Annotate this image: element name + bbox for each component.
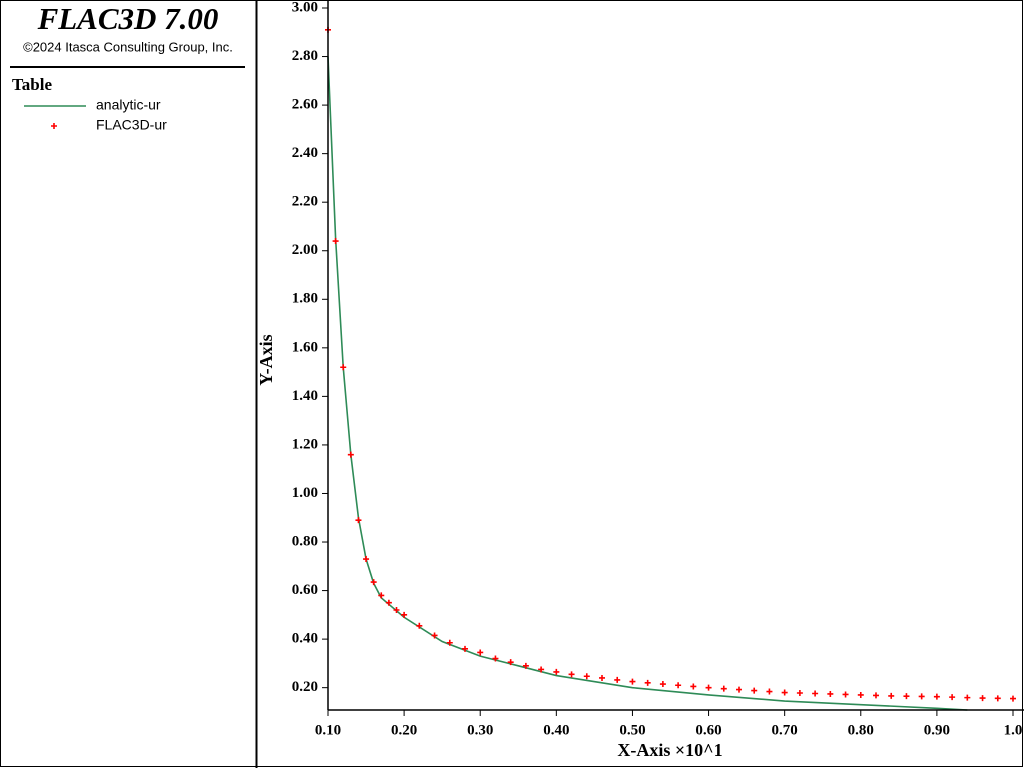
subtitle: ©2024 Itasca Consulting Group, Inc. bbox=[23, 39, 233, 54]
data-point bbox=[918, 693, 925, 700]
data-point bbox=[1010, 695, 1016, 702]
y-axis-title: Y-Axis bbox=[256, 334, 276, 385]
data-point bbox=[416, 622, 423, 629]
data-point bbox=[903, 693, 910, 700]
data-point bbox=[340, 364, 347, 371]
x-tick-label: 0.30 bbox=[467, 722, 493, 738]
data-point bbox=[347, 451, 354, 458]
y-tick-label: 2.80 bbox=[292, 48, 318, 64]
data-point bbox=[363, 556, 370, 563]
data-point bbox=[659, 681, 666, 688]
data-point bbox=[979, 695, 986, 702]
data-point bbox=[964, 694, 971, 701]
x-tick-label: 0.40 bbox=[543, 722, 569, 738]
data-point bbox=[888, 692, 895, 699]
x-tick-label: 0.60 bbox=[695, 722, 721, 738]
data-point bbox=[401, 611, 408, 618]
legend-label: FLAC3D-ur bbox=[96, 117, 167, 133]
data-point bbox=[385, 599, 392, 606]
data-point bbox=[644, 679, 651, 686]
x-axis-title: X-Axis ×10^1 bbox=[617, 740, 722, 760]
data-point bbox=[507, 659, 514, 666]
y-tick-label: 2.40 bbox=[292, 145, 318, 161]
data-point bbox=[492, 655, 499, 662]
data-point bbox=[781, 689, 788, 696]
y-tick-label: 2.00 bbox=[292, 242, 318, 258]
data-point bbox=[553, 668, 560, 675]
data-point bbox=[355, 517, 362, 524]
x-tick-label: 0.80 bbox=[848, 722, 874, 738]
y-tick-label: 3.00 bbox=[292, 0, 318, 15]
data-point bbox=[705, 684, 712, 691]
y-tick-label: 1.40 bbox=[292, 388, 318, 404]
data-point bbox=[431, 632, 438, 639]
x-tick-label: 0.20 bbox=[391, 722, 417, 738]
legend-title: Table bbox=[12, 75, 52, 94]
data-point bbox=[462, 645, 468, 652]
data-point bbox=[736, 686, 742, 693]
y-tick-label: 2.60 bbox=[292, 97, 318, 113]
data-point bbox=[614, 676, 621, 683]
data-point bbox=[393, 606, 400, 613]
data-point bbox=[812, 690, 819, 697]
data-point bbox=[842, 691, 849, 698]
data-point bbox=[583, 673, 590, 680]
data-point bbox=[796, 690, 803, 697]
x-tick-label: 0.10 bbox=[315, 722, 341, 738]
title: FLAC3D 7.00 bbox=[37, 1, 219, 36]
data-point bbox=[827, 690, 834, 697]
data-point bbox=[599, 674, 605, 681]
legend-label: analytic-ur bbox=[96, 97, 161, 113]
data-point bbox=[751, 687, 758, 694]
y-tick-label: 1.80 bbox=[292, 291, 318, 307]
data-point bbox=[933, 693, 940, 700]
data-point bbox=[720, 685, 727, 692]
data-point bbox=[370, 579, 377, 586]
data-point bbox=[378, 592, 385, 599]
x-tick-label: 0.50 bbox=[619, 722, 645, 738]
y-tick-label: 0.40 bbox=[292, 631, 318, 647]
x-tick-label: 0.70 bbox=[772, 722, 798, 738]
data-point bbox=[477, 649, 484, 656]
data-point bbox=[568, 671, 575, 678]
data-point bbox=[994, 695, 1001, 702]
legend-marker bbox=[51, 123, 57, 129]
data-point bbox=[629, 678, 636, 685]
data-point bbox=[766, 688, 773, 695]
plot-area bbox=[325, 26, 1016, 711]
x-tick-label: 0.90 bbox=[924, 722, 950, 738]
data-point bbox=[873, 692, 879, 699]
data-point bbox=[675, 682, 682, 689]
x-tick-label: 1.0 bbox=[1004, 722, 1023, 738]
data-point bbox=[538, 666, 545, 673]
data-point bbox=[857, 691, 864, 698]
data-point bbox=[446, 639, 453, 646]
y-tick-label: 2.20 bbox=[292, 194, 318, 210]
y-tick-label: 1.20 bbox=[292, 436, 318, 452]
data-point bbox=[949, 694, 956, 701]
y-tick-label: 0.20 bbox=[292, 679, 318, 695]
y-tick-label: 0.60 bbox=[292, 582, 318, 598]
data-point bbox=[690, 683, 697, 690]
data-point bbox=[332, 238, 339, 245]
y-tick-label: 1.00 bbox=[292, 485, 318, 501]
data-point bbox=[522, 662, 529, 669]
y-tick-label: 1.60 bbox=[292, 339, 318, 355]
y-tick-label: 0.80 bbox=[292, 533, 318, 549]
